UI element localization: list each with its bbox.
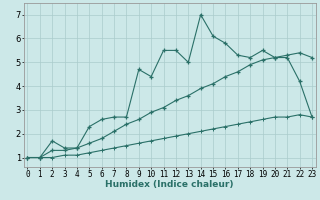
X-axis label: Humidex (Indice chaleur): Humidex (Indice chaleur) <box>106 180 234 189</box>
